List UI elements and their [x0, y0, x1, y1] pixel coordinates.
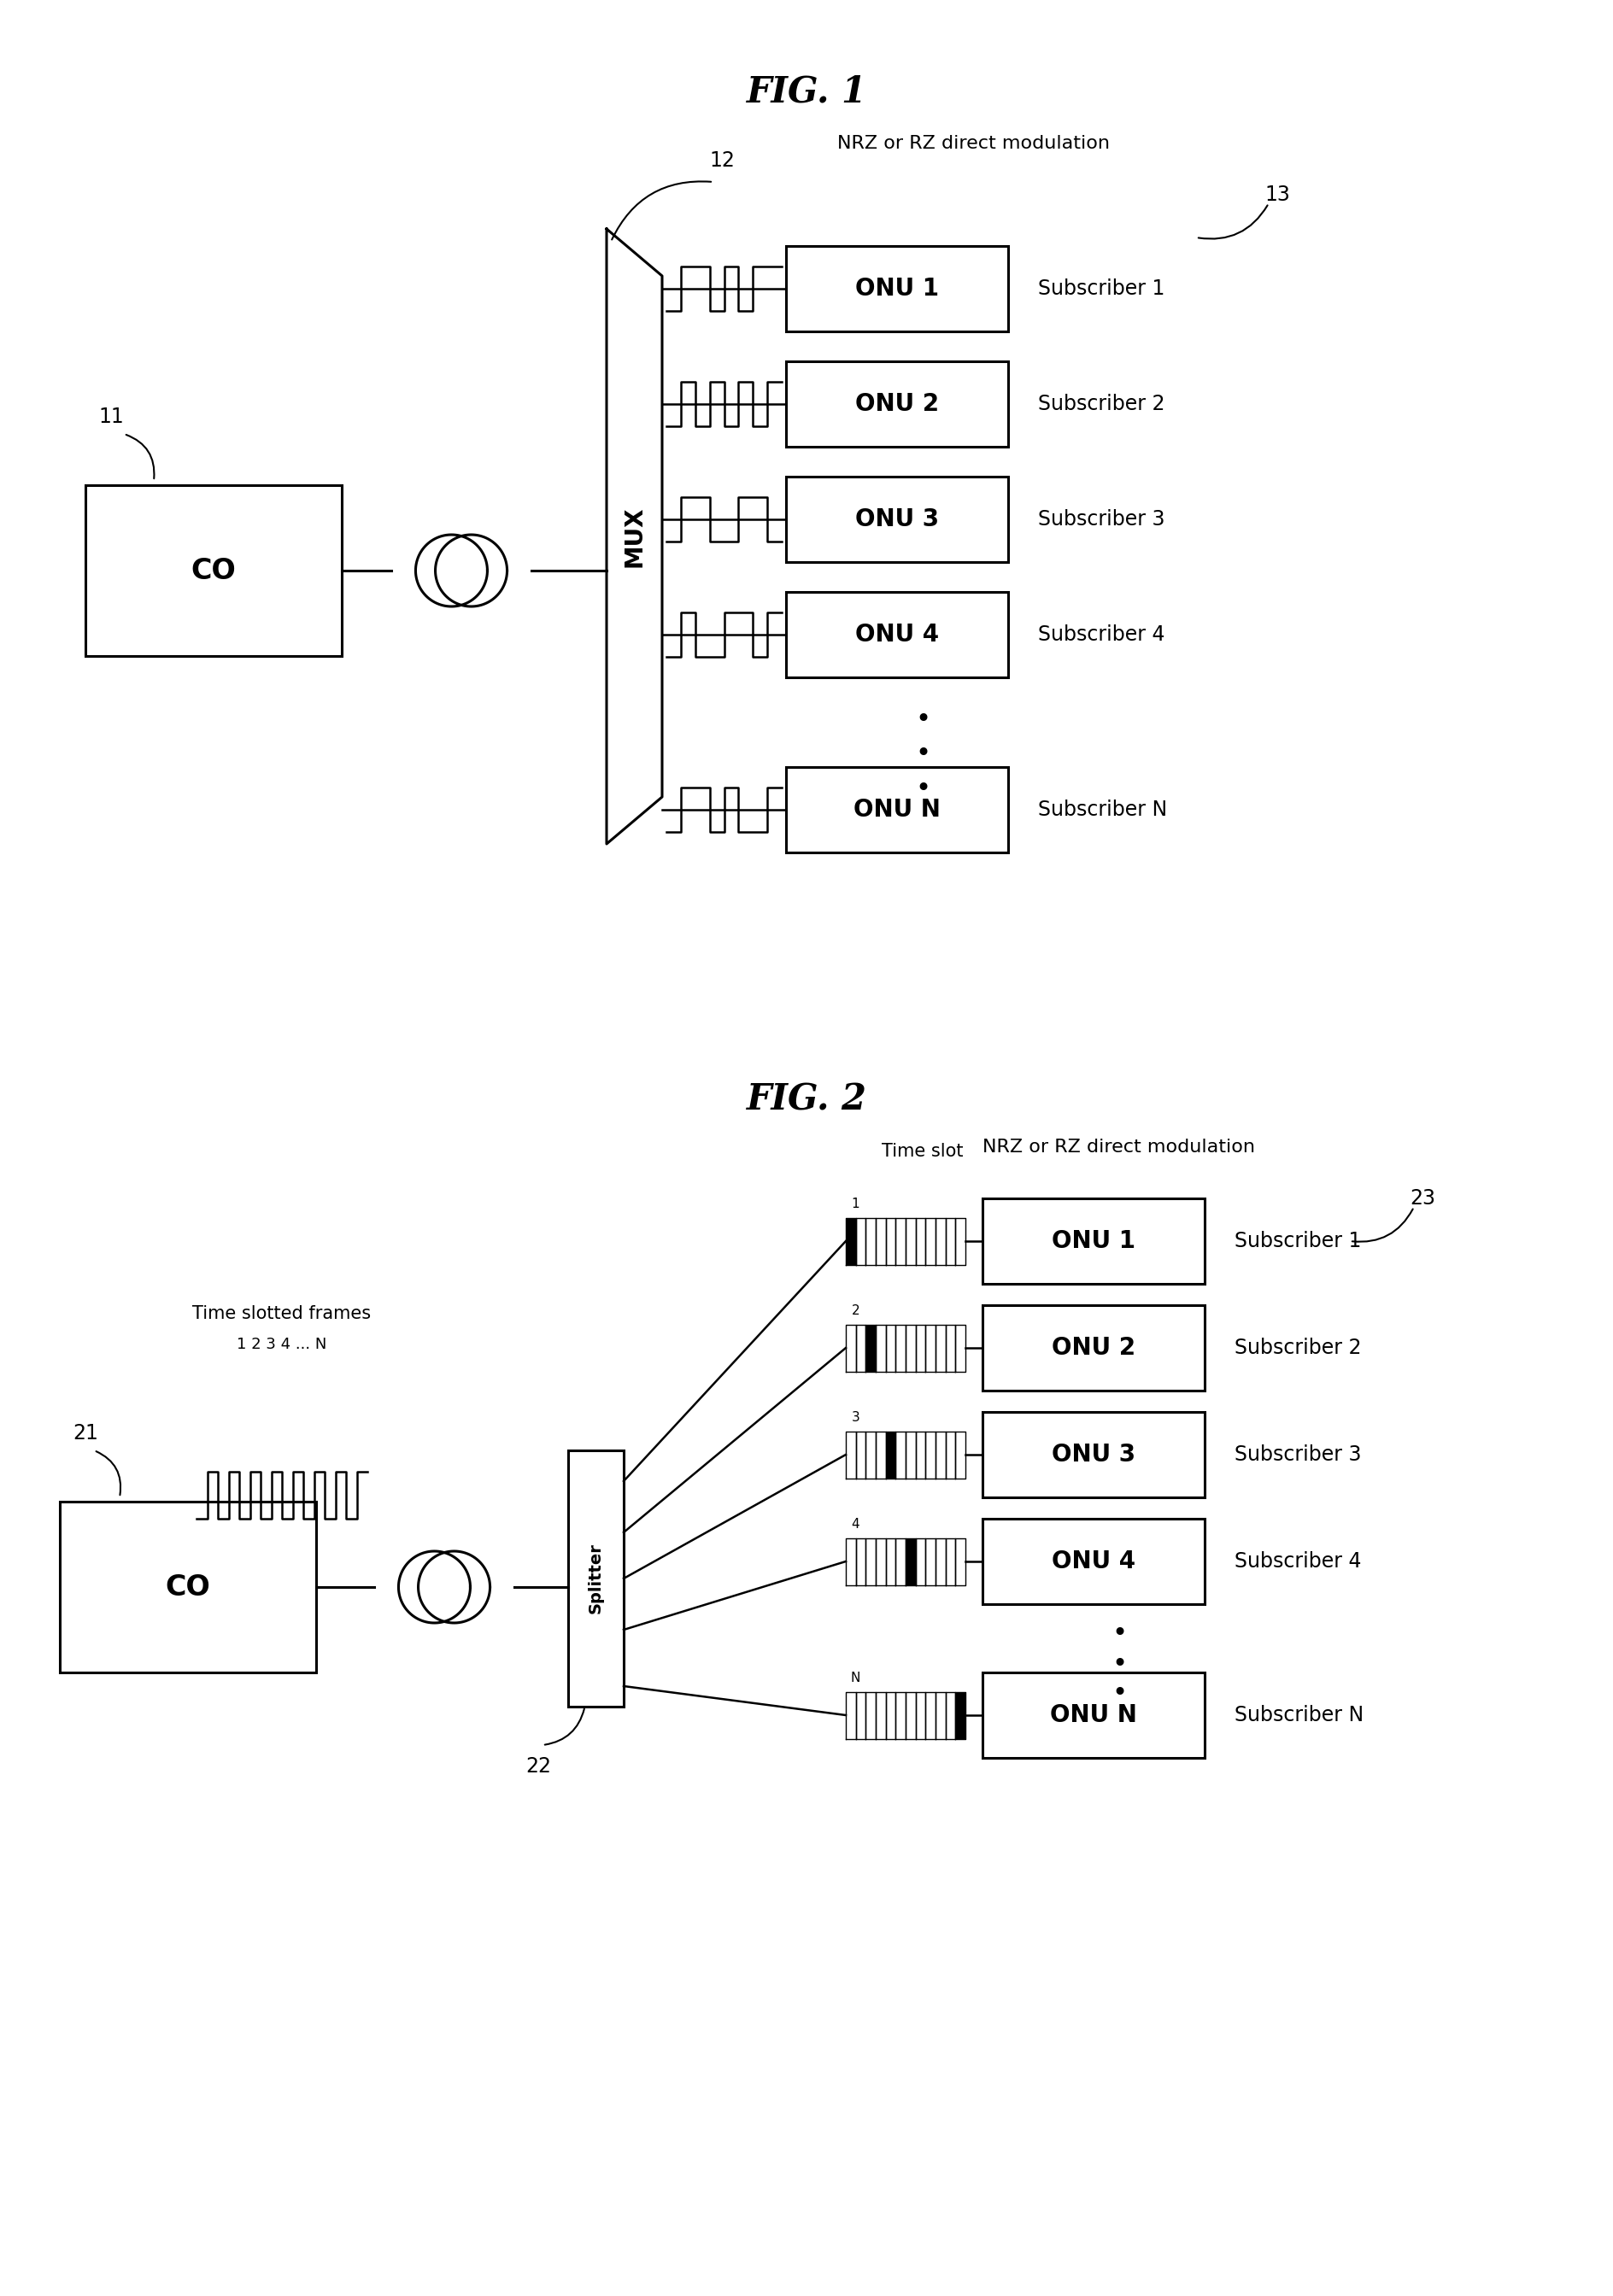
Text: Subscriber N: Subscriber N [1039, 799, 1168, 820]
Text: 3: 3 [852, 1412, 860, 1424]
FancyBboxPatch shape [982, 1671, 1205, 1759]
Text: Subscriber 1: Subscriber 1 [1234, 1231, 1361, 1251]
Text: FIG. 1: FIG. 1 [747, 73, 866, 110]
Text: ONU 4: ONU 4 [855, 622, 939, 647]
Text: CO: CO [190, 556, 235, 585]
Text: 2: 2 [852, 1304, 860, 1318]
FancyBboxPatch shape [982, 1304, 1205, 1391]
Bar [886, 1430, 895, 1479]
Text: 1 2 3 4 ... N: 1 2 3 4 ... N [237, 1336, 327, 1352]
Text: •: • [1111, 1681, 1127, 1706]
Text: ONU 2: ONU 2 [1052, 1336, 1136, 1359]
FancyBboxPatch shape [982, 1518, 1205, 1605]
Text: Subscriber 2: Subscriber 2 [1234, 1339, 1361, 1359]
Text: Subscriber 3: Subscriber 3 [1234, 1444, 1361, 1465]
Text: 1: 1 [852, 1199, 860, 1210]
FancyBboxPatch shape [568, 1451, 624, 1706]
FancyBboxPatch shape [60, 1502, 316, 1671]
Text: ONU 3: ONU 3 [855, 507, 939, 530]
Text: Subscriber 4: Subscriber 4 [1234, 1552, 1361, 1573]
Bar [866, 1325, 876, 1371]
FancyBboxPatch shape [786, 360, 1008, 448]
Text: Subscriber N: Subscriber N [1234, 1706, 1363, 1724]
Bar [955, 1692, 966, 1738]
FancyBboxPatch shape [786, 246, 1008, 331]
Text: ONU 1: ONU 1 [1052, 1228, 1136, 1254]
Text: 23: 23 [1410, 1187, 1436, 1208]
Text: CO: CO [166, 1573, 210, 1600]
Text: •: • [915, 707, 931, 732]
Text: ONU 2: ONU 2 [855, 393, 939, 416]
Text: •: • [915, 776, 931, 801]
Text: Subscriber 3: Subscriber 3 [1039, 510, 1165, 530]
Text: ONU 3: ONU 3 [1052, 1442, 1136, 1467]
Text: ONU N: ONU N [853, 797, 940, 822]
Text: FIG. 2: FIG. 2 [747, 1081, 866, 1118]
FancyBboxPatch shape [982, 1199, 1205, 1283]
Text: Subscriber 4: Subscriber 4 [1039, 625, 1165, 645]
Text: Splitter: Splitter [587, 1543, 603, 1614]
Text: NRZ or RZ direct modulation: NRZ or RZ direct modulation [837, 135, 1110, 152]
Text: •: • [1111, 1621, 1127, 1646]
Text: Time slotted frames: Time slotted frames [192, 1304, 371, 1322]
Text: NRZ or RZ direct modulation: NRZ or RZ direct modulation [982, 1139, 1255, 1155]
Text: 13: 13 [1265, 184, 1290, 204]
FancyBboxPatch shape [786, 767, 1008, 852]
Text: Subscriber 1: Subscriber 1 [1039, 278, 1165, 298]
Text: ONU N: ONU N [1050, 1704, 1137, 1727]
Text: 11: 11 [98, 406, 124, 427]
Bar [845, 1217, 857, 1265]
Text: •: • [915, 742, 931, 767]
Text: MUX: MUX [623, 505, 647, 567]
FancyBboxPatch shape [786, 592, 1008, 677]
FancyBboxPatch shape [85, 484, 342, 657]
Bar [905, 1538, 916, 1584]
Text: Subscriber 2: Subscriber 2 [1039, 395, 1165, 413]
Text: 22: 22 [526, 1756, 552, 1777]
Text: ONU 1: ONU 1 [855, 278, 939, 301]
Text: Time slot: Time slot [882, 1143, 963, 1159]
FancyBboxPatch shape [982, 1412, 1205, 1497]
Text: N: N [850, 1671, 860, 1685]
Text: 21: 21 [73, 1424, 98, 1444]
Text: •: • [1111, 1651, 1127, 1676]
Text: ONU 4: ONU 4 [1052, 1550, 1136, 1573]
Text: 12: 12 [710, 149, 734, 170]
Text: 4: 4 [852, 1518, 860, 1531]
FancyBboxPatch shape [786, 478, 1008, 563]
